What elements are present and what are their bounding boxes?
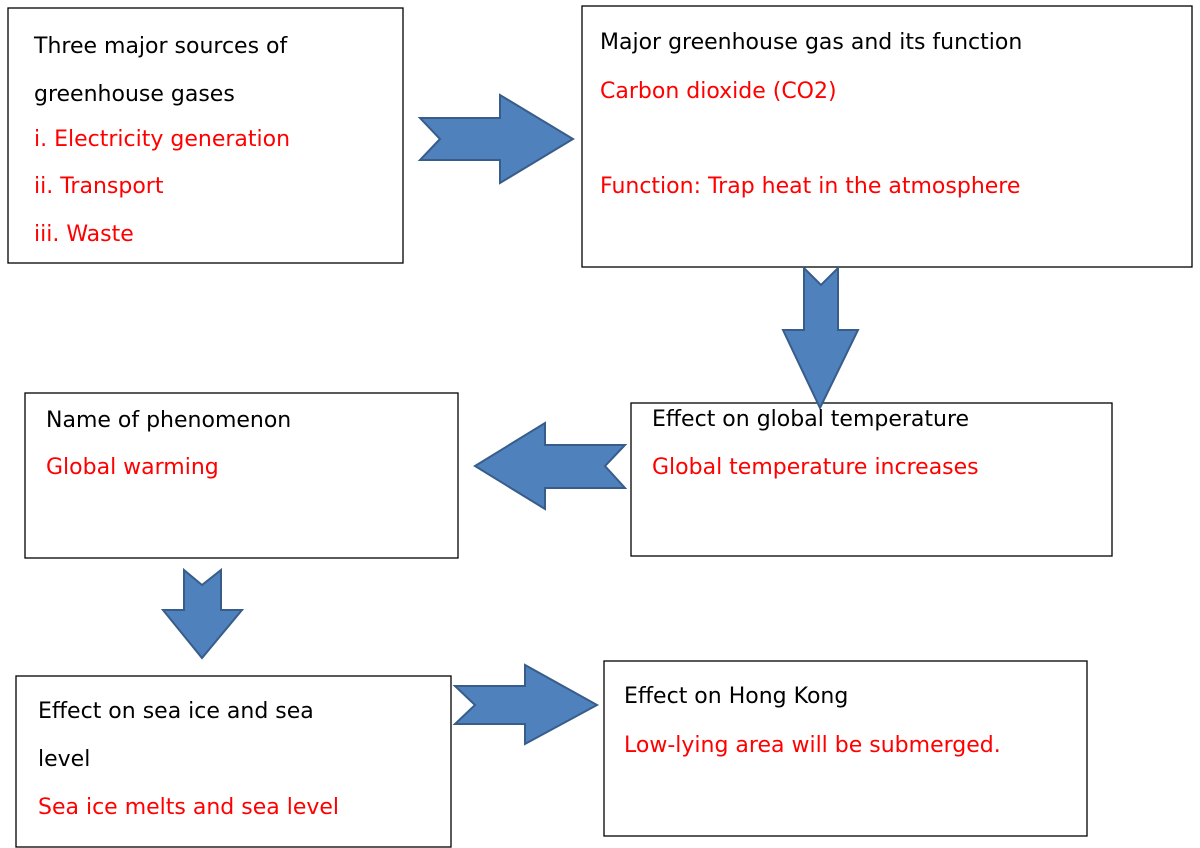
node-title: Effect on Hong Kong	[624, 684, 848, 709]
node-answer: Carbon dioxide (CO2)	[600, 79, 837, 104]
node-title: Name of phenomenon	[46, 408, 291, 433]
node-title: level	[38, 747, 90, 772]
node-answer: iii. Waste	[34, 222, 134, 247]
box	[630, 402, 1113, 557]
arrow-right	[417, 93, 575, 185]
box	[7, 7, 404, 264]
node-answer: Low-lying area will be submerged.	[624, 733, 1001, 758]
box	[24, 392, 459, 559]
node-answer: i. Electricity generation	[34, 127, 290, 152]
box	[581, 5, 1193, 268]
node-title: Major greenhouse gas and its function	[600, 30, 1022, 55]
node-title: Effect on global temperature	[652, 407, 969, 432]
box	[15, 675, 452, 848]
node-title: Effect on sea ice and sea	[38, 699, 314, 724]
node-answer: Global warming	[46, 455, 219, 480]
node-title: greenhouse gases	[34, 82, 235, 107]
node-answer: Global temperature increases	[652, 455, 979, 480]
node-answer: Function: Trap heat in the atmosphere	[600, 174, 1020, 199]
arrow-down	[781, 265, 860, 411]
box	[603, 660, 1088, 837]
node-answer: ii. Transport	[34, 174, 164, 199]
arrow-down	[160, 567, 245, 660]
node-title: Three major sources of	[33, 34, 289, 59]
node-answer: Sea ice melts and sea level	[38, 795, 339, 820]
arrow-right	[452, 663, 600, 746]
arrow-left	[473, 421, 628, 511]
